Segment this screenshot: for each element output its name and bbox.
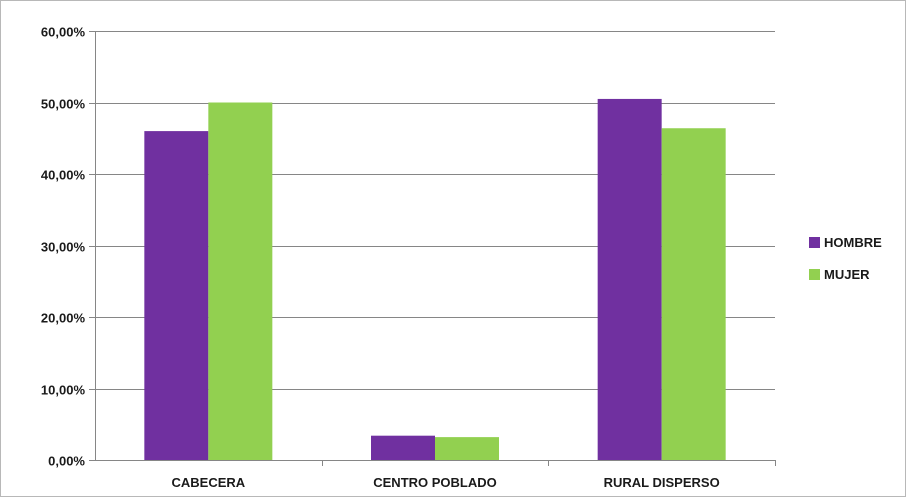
y-tick-label: 40,00% xyxy=(41,168,86,183)
x-tick-label: CENTRO POBLADO xyxy=(373,475,497,490)
y-tick-label: 10,00% xyxy=(41,383,86,398)
bar-mujer-centro-poblado xyxy=(435,437,499,460)
legend-swatch-mujer xyxy=(809,269,820,280)
legend-swatch-hombre xyxy=(809,237,820,248)
bar-hombre-centro-poblado xyxy=(371,435,435,460)
legend-label-mujer: MUJER xyxy=(824,267,870,282)
bar-hombre-rural-disperso xyxy=(597,98,662,461)
bar-mujer-rural-disperso xyxy=(661,128,726,460)
y-tick-label: 60,00% xyxy=(41,25,86,40)
axes xyxy=(89,31,776,466)
bar-hombre-cabecera xyxy=(144,131,209,460)
y-tick-label: 50,00% xyxy=(41,97,86,112)
y-tick-label: 20,00% xyxy=(41,311,86,326)
y-tick-labels: 0,00% 10,00% 20,00% 30,00% 40,00% 50,00% 60,00… xyxy=(41,25,86,469)
x-tick-label: CABECERA xyxy=(171,475,245,490)
x-tick-label: RURAL DISPERSO xyxy=(604,475,720,490)
y-tick-label: 30,00% xyxy=(41,240,86,255)
y-tick-label: 0,00% xyxy=(48,454,85,469)
x-tick-labels: CABECERA CENTRO POBLADO RURAL DISPERSO xyxy=(171,475,719,490)
legend-label-hombre: HOMBRE xyxy=(824,235,882,250)
legend: HOMBRE MUJER xyxy=(809,235,882,282)
bar-mujer-cabecera xyxy=(208,102,273,460)
bars xyxy=(144,98,726,461)
